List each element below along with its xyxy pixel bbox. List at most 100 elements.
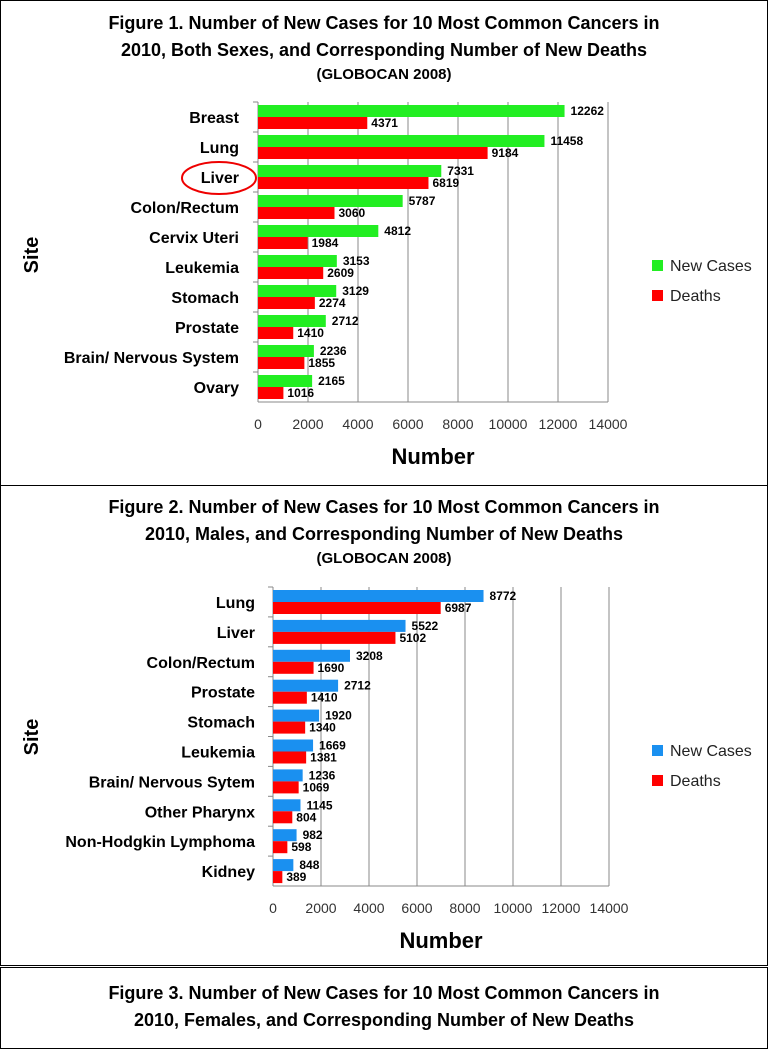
bar-deaths [258,177,429,189]
bar-deaths [258,117,368,129]
data-label: 2712 [332,314,359,328]
figure-2-title-line-2: 2010, Males, and Corresponding Number of… [144,524,624,544]
x-tick-label: 4000 [353,900,384,916]
x-tick-label: 0 [254,416,262,432]
data-label: 1145 [306,798,332,812]
category-label: Cervix Uteri [149,230,239,247]
bar-new-cases [258,345,314,357]
x-tick-label: 14000 [590,900,629,916]
bar-deaths [273,631,396,644]
legend-swatch [652,745,663,756]
data-label: 1069 [303,780,330,794]
category-label: Stomach [187,715,255,732]
bar-new-cases [273,679,339,692]
bar-deaths [273,781,299,794]
bar-new-cases [273,649,350,662]
category-label: Breast [189,110,239,127]
bar-deaths [258,297,315,309]
bar-deaths [273,691,307,704]
bar-deaths [258,237,308,249]
data-label: 1340 [309,721,336,735]
category-label: Lung [216,595,255,612]
data-label: 5522 [412,619,439,633]
figure-2-subtitle: (GLOBOCAN 2008) [316,550,452,567]
x-tick-label: 4000 [342,416,373,432]
data-label: 9184 [492,146,519,160]
category-label: Kidney [202,864,255,881]
figure-1-chart: 0 2000 4000 6000 8000 10000 12000 14000 Breast 12… [21,101,752,469]
legend-label: New Cases [670,743,752,760]
figure-3-title-line-2: 2010, Females, and Corresponding Number … [133,1010,635,1030]
data-label: 1236 [309,768,336,782]
category-label: Brain/ Nervous Sytem [89,774,255,791]
data-label: 1381 [310,751,337,765]
data-label: 2712 [344,679,371,693]
bar-deaths [258,327,294,339]
category-label: Prostate [175,320,239,337]
legend-label: New Cases [670,258,752,275]
bar-deaths [273,841,288,854]
data-label: 6819 [432,176,459,190]
bar-new-cases [258,105,565,117]
legend-label: Deaths [670,288,721,305]
data-label: 1855 [308,356,335,370]
data-label: 1690 [318,661,345,675]
x-tick-label: 2000 [305,900,336,916]
figure-1-title-line-2: 2010, Both Sexes, and Corresponding Numb… [120,40,648,60]
data-label: 598 [291,840,311,854]
category-label: Prostate [191,685,255,702]
bar-deaths [273,721,306,734]
legend-swatch [652,260,663,271]
y-axis-title: Site [21,719,43,756]
data-label: 6987 [445,601,472,615]
data-label: 982 [303,828,323,842]
legend-swatch [652,290,663,301]
bar-deaths [258,207,335,219]
category-label: Leukemia [165,260,239,277]
bar-new-cases [273,739,314,752]
figure-2-title-line-1: Figure 2. Number of New Cases for 10 Mos… [108,497,660,517]
bar-deaths [273,661,314,674]
data-label: 1669 [319,739,346,753]
bar-new-cases [258,135,545,147]
data-label: 1920 [325,709,352,723]
category-label: Other Pharynx [145,804,255,821]
bar-deaths [258,387,284,399]
data-label: 3129 [342,284,369,298]
category-label: Colon/Rectum [131,200,239,217]
category-label: Colon/Rectum [147,655,255,672]
x-axis-title: Number [391,444,475,469]
data-label: 2165 [318,374,345,388]
data-label: 1410 [297,326,324,340]
x-tick-label: 8000 [442,416,473,432]
figure-1-subtitle: (GLOBOCAN 2008) [316,66,452,83]
figure-2-chart: 0 2000 4000 6000 8000 10000 12000 14000 Lung 8772… [21,586,752,953]
data-label: 389 [286,870,306,884]
x-tick-label: 10000 [494,900,533,916]
data-label: 2609 [327,266,354,280]
bar-new-cases [258,375,313,387]
data-label: 4371 [371,116,398,130]
bar-new-cases [273,799,301,812]
bar-new-cases [258,165,442,177]
bar-new-cases [258,315,326,327]
data-label: 3060 [339,206,366,220]
x-tick-label: 10000 [489,416,528,432]
bar-new-cases [273,859,294,872]
data-label: 1984 [312,236,339,250]
data-label: 804 [296,810,316,824]
data-label: 1016 [287,386,314,400]
data-label: 3153 [343,254,370,268]
data-label: 4812 [384,224,411,238]
bar-deaths [258,357,305,369]
bar-deaths [258,147,488,159]
bar-deaths [273,871,283,884]
data-label: 12262 [571,104,605,118]
category-label: Non-Hodgkin Lymphoma [65,834,255,851]
bar-new-cases [258,225,379,237]
data-label: 8772 [490,589,517,603]
bar-new-cases [258,195,403,207]
legend-label: Deaths [670,773,721,790]
data-label: 5787 [409,194,436,208]
bar-deaths [258,267,324,279]
